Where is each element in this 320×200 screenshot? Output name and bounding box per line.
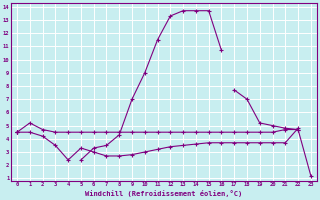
X-axis label: Windchill (Refroidissement éolien,°C): Windchill (Refroidissement éolien,°C) — [85, 190, 243, 197]
